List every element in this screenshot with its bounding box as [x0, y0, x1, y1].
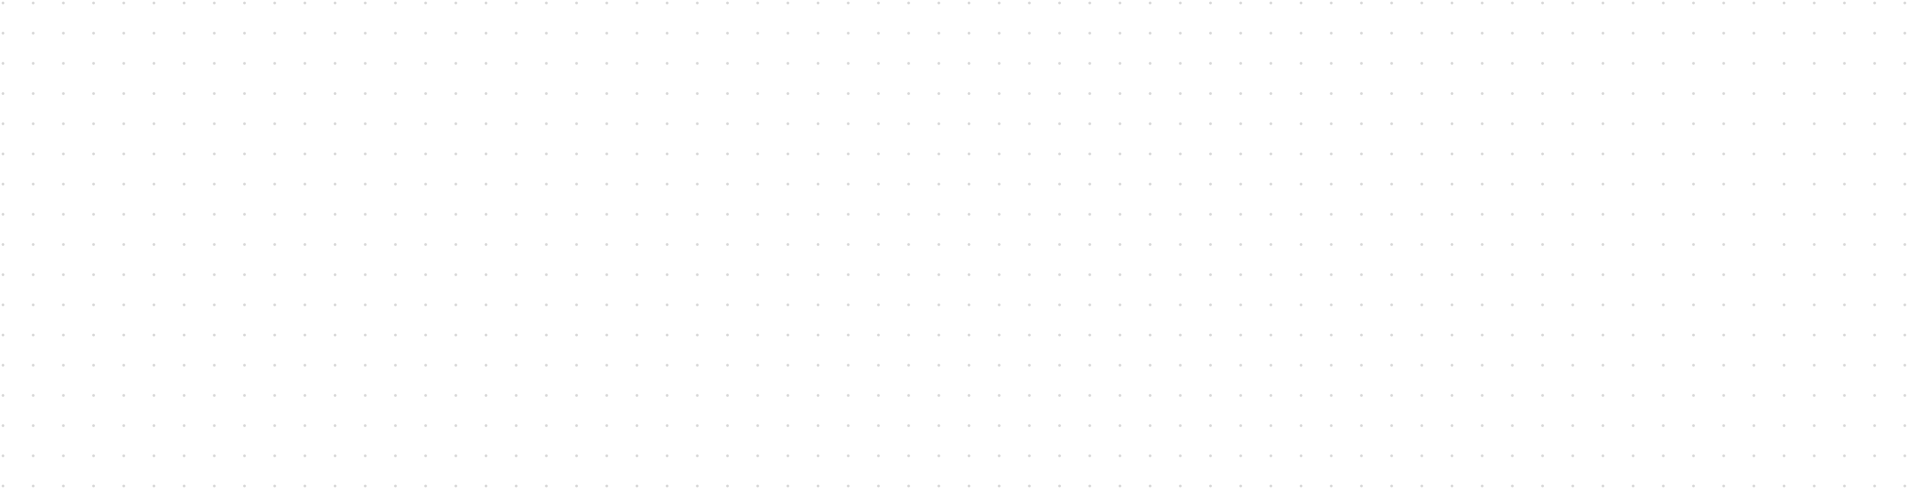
dot-grid-canvas[interactable]	[0, 0, 1920, 490]
